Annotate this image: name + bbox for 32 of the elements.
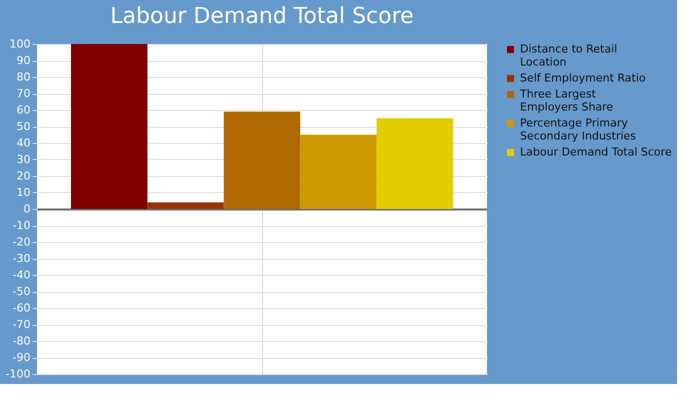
bar: [147, 202, 224, 209]
y-tick-label: 40: [16, 136, 30, 150]
bar: [376, 118, 454, 209]
bar: [70, 44, 148, 209]
y-tick-label: -100: [6, 368, 30, 380]
y-tick-label: 20: [16, 170, 30, 182]
legend-label: Labour Demand Total Score: [520, 146, 672, 158]
chart-title: Labour Demand Total Score: [110, 4, 414, 29]
y-tick-label: -30: [12, 252, 30, 265]
y-tick-label: -70: [12, 318, 30, 331]
legend-label: Self Employment Ratio: [520, 72, 646, 84]
y-tick-label: -80: [12, 334, 30, 348]
y-tick-label: -10: [12, 219, 30, 232]
bar: [300, 134, 377, 209]
legend-label: Three Largest Employers Share: [519, 88, 614, 114]
y-tick-label: -40: [12, 268, 30, 282]
y-tick-label: 10: [16, 186, 30, 199]
y-tick-label: 0: [24, 202, 30, 216]
y-tick-label: 60: [16, 104, 30, 116]
legend-label: Distance to Retail Location: [520, 42, 618, 68]
y-tick-label: -90: [12, 351, 30, 364]
y-tick-label: -50: [12, 285, 30, 298]
y-tick-label: 100: [10, 38, 30, 50]
bar: [224, 112, 300, 209]
y-tick-label: -20: [12, 236, 30, 248]
y-tick-label: 80: [16, 70, 30, 84]
y-tick-label: 30: [16, 153, 30, 166]
legend-label: Percentage Primary Secondary Industries: [520, 116, 636, 142]
y-tick-label: 90: [16, 54, 30, 67]
y-tick-label: -60: [12, 302, 30, 314]
y-tick-label: 50: [16, 120, 30, 133]
y-tick-label: 70: [16, 87, 30, 100]
